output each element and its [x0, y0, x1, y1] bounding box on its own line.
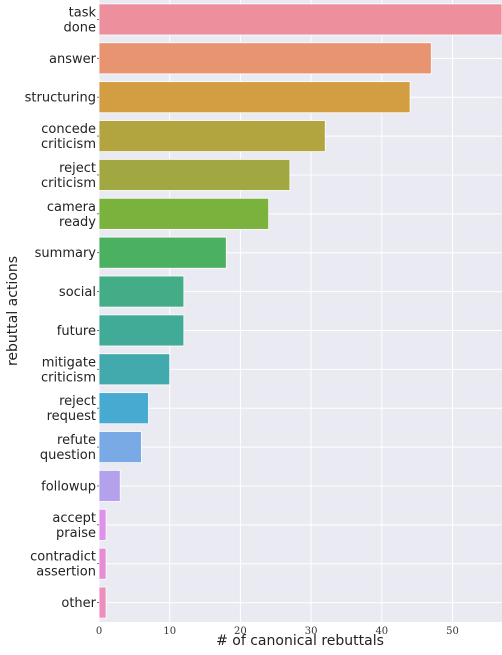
category-label: reject criticism: [41, 161, 96, 191]
category-label-line: future: [57, 324, 96, 339]
x-tick-labels: 0 10 20 30 40 50: [96, 626, 459, 637]
category-label-line: contradict: [30, 550, 96, 565]
bar: [98, 81, 411, 114]
x-tick-label: 50: [446, 626, 459, 637]
x-tick-label: 20: [234, 626, 247, 637]
category-label-line: summary: [35, 246, 97, 261]
category-label-line: structuring: [25, 91, 96, 106]
category-label: summary: [35, 246, 97, 261]
bar: [98, 236, 227, 269]
category-label-line: reject: [59, 394, 96, 409]
category-label: task done: [64, 5, 97, 35]
category-label-line: answer: [49, 52, 97, 67]
category-label: refute question: [40, 433, 96, 463]
bar: [98, 197, 270, 230]
category-label-line: accept: [52, 511, 96, 526]
category-label-line: other: [61, 596, 96, 611]
x-tick-label: 40: [375, 626, 388, 637]
category-label: camera ready: [47, 200, 96, 230]
bar: [98, 42, 432, 75]
category-label: social: [59, 285, 96, 300]
x-axis-title: # of canonical rebuttals: [216, 633, 384, 649]
y-axis-title: rebuttal actions: [5, 256, 21, 366]
bar: [98, 353, 171, 386]
bars: [98, 3, 502, 619]
category-label: accept praise: [52, 511, 96, 541]
category-label-line: refute: [57, 433, 96, 448]
category-label: mitigate criticism: [41, 355, 96, 385]
category-label-line: criticism: [41, 137, 96, 152]
bar: [98, 3, 502, 36]
category-label-line: reject: [59, 161, 96, 176]
bar: [98, 547, 107, 580]
x-tick-label: 30: [305, 626, 318, 637]
category-label: followup: [41, 479, 96, 494]
category-label-line: camera: [47, 200, 96, 215]
category-label: concede criticism: [41, 122, 96, 152]
category-label: future: [57, 324, 96, 339]
category-label-line: question: [40, 448, 96, 463]
category-label-line: criticism: [41, 176, 96, 191]
category-label-line: social: [59, 285, 96, 300]
category-label-line: done: [64, 20, 96, 35]
category-label-line: concede: [41, 122, 96, 137]
category-label-line: task: [69, 5, 97, 20]
category-label-line: followup: [41, 479, 96, 494]
category-label: contradict assertion: [30, 550, 96, 580]
bar: [98, 120, 326, 153]
category-label: other: [61, 596, 96, 611]
bar: [98, 431, 142, 464]
bar: [98, 158, 291, 191]
category-label: reject request: [47, 394, 96, 424]
category-label-line: assertion: [36, 565, 96, 580]
bar: [98, 508, 107, 541]
bar: [98, 392, 149, 425]
category-label-line: criticism: [41, 370, 96, 385]
bar: [98, 586, 107, 619]
category-label: answer: [49, 52, 97, 67]
bar: [98, 469, 121, 502]
category-label-line: praise: [56, 526, 96, 541]
bar: [98, 314, 185, 347]
category-label-line: mitigate: [42, 355, 96, 370]
category-label-line: request: [47, 409, 96, 424]
bar: [98, 275, 185, 308]
category-label: structuring: [25, 91, 96, 106]
category-label-line: ready: [59, 215, 96, 230]
x-tick-label: 10: [163, 626, 176, 637]
x-tick-label: 0: [96, 626, 102, 637]
